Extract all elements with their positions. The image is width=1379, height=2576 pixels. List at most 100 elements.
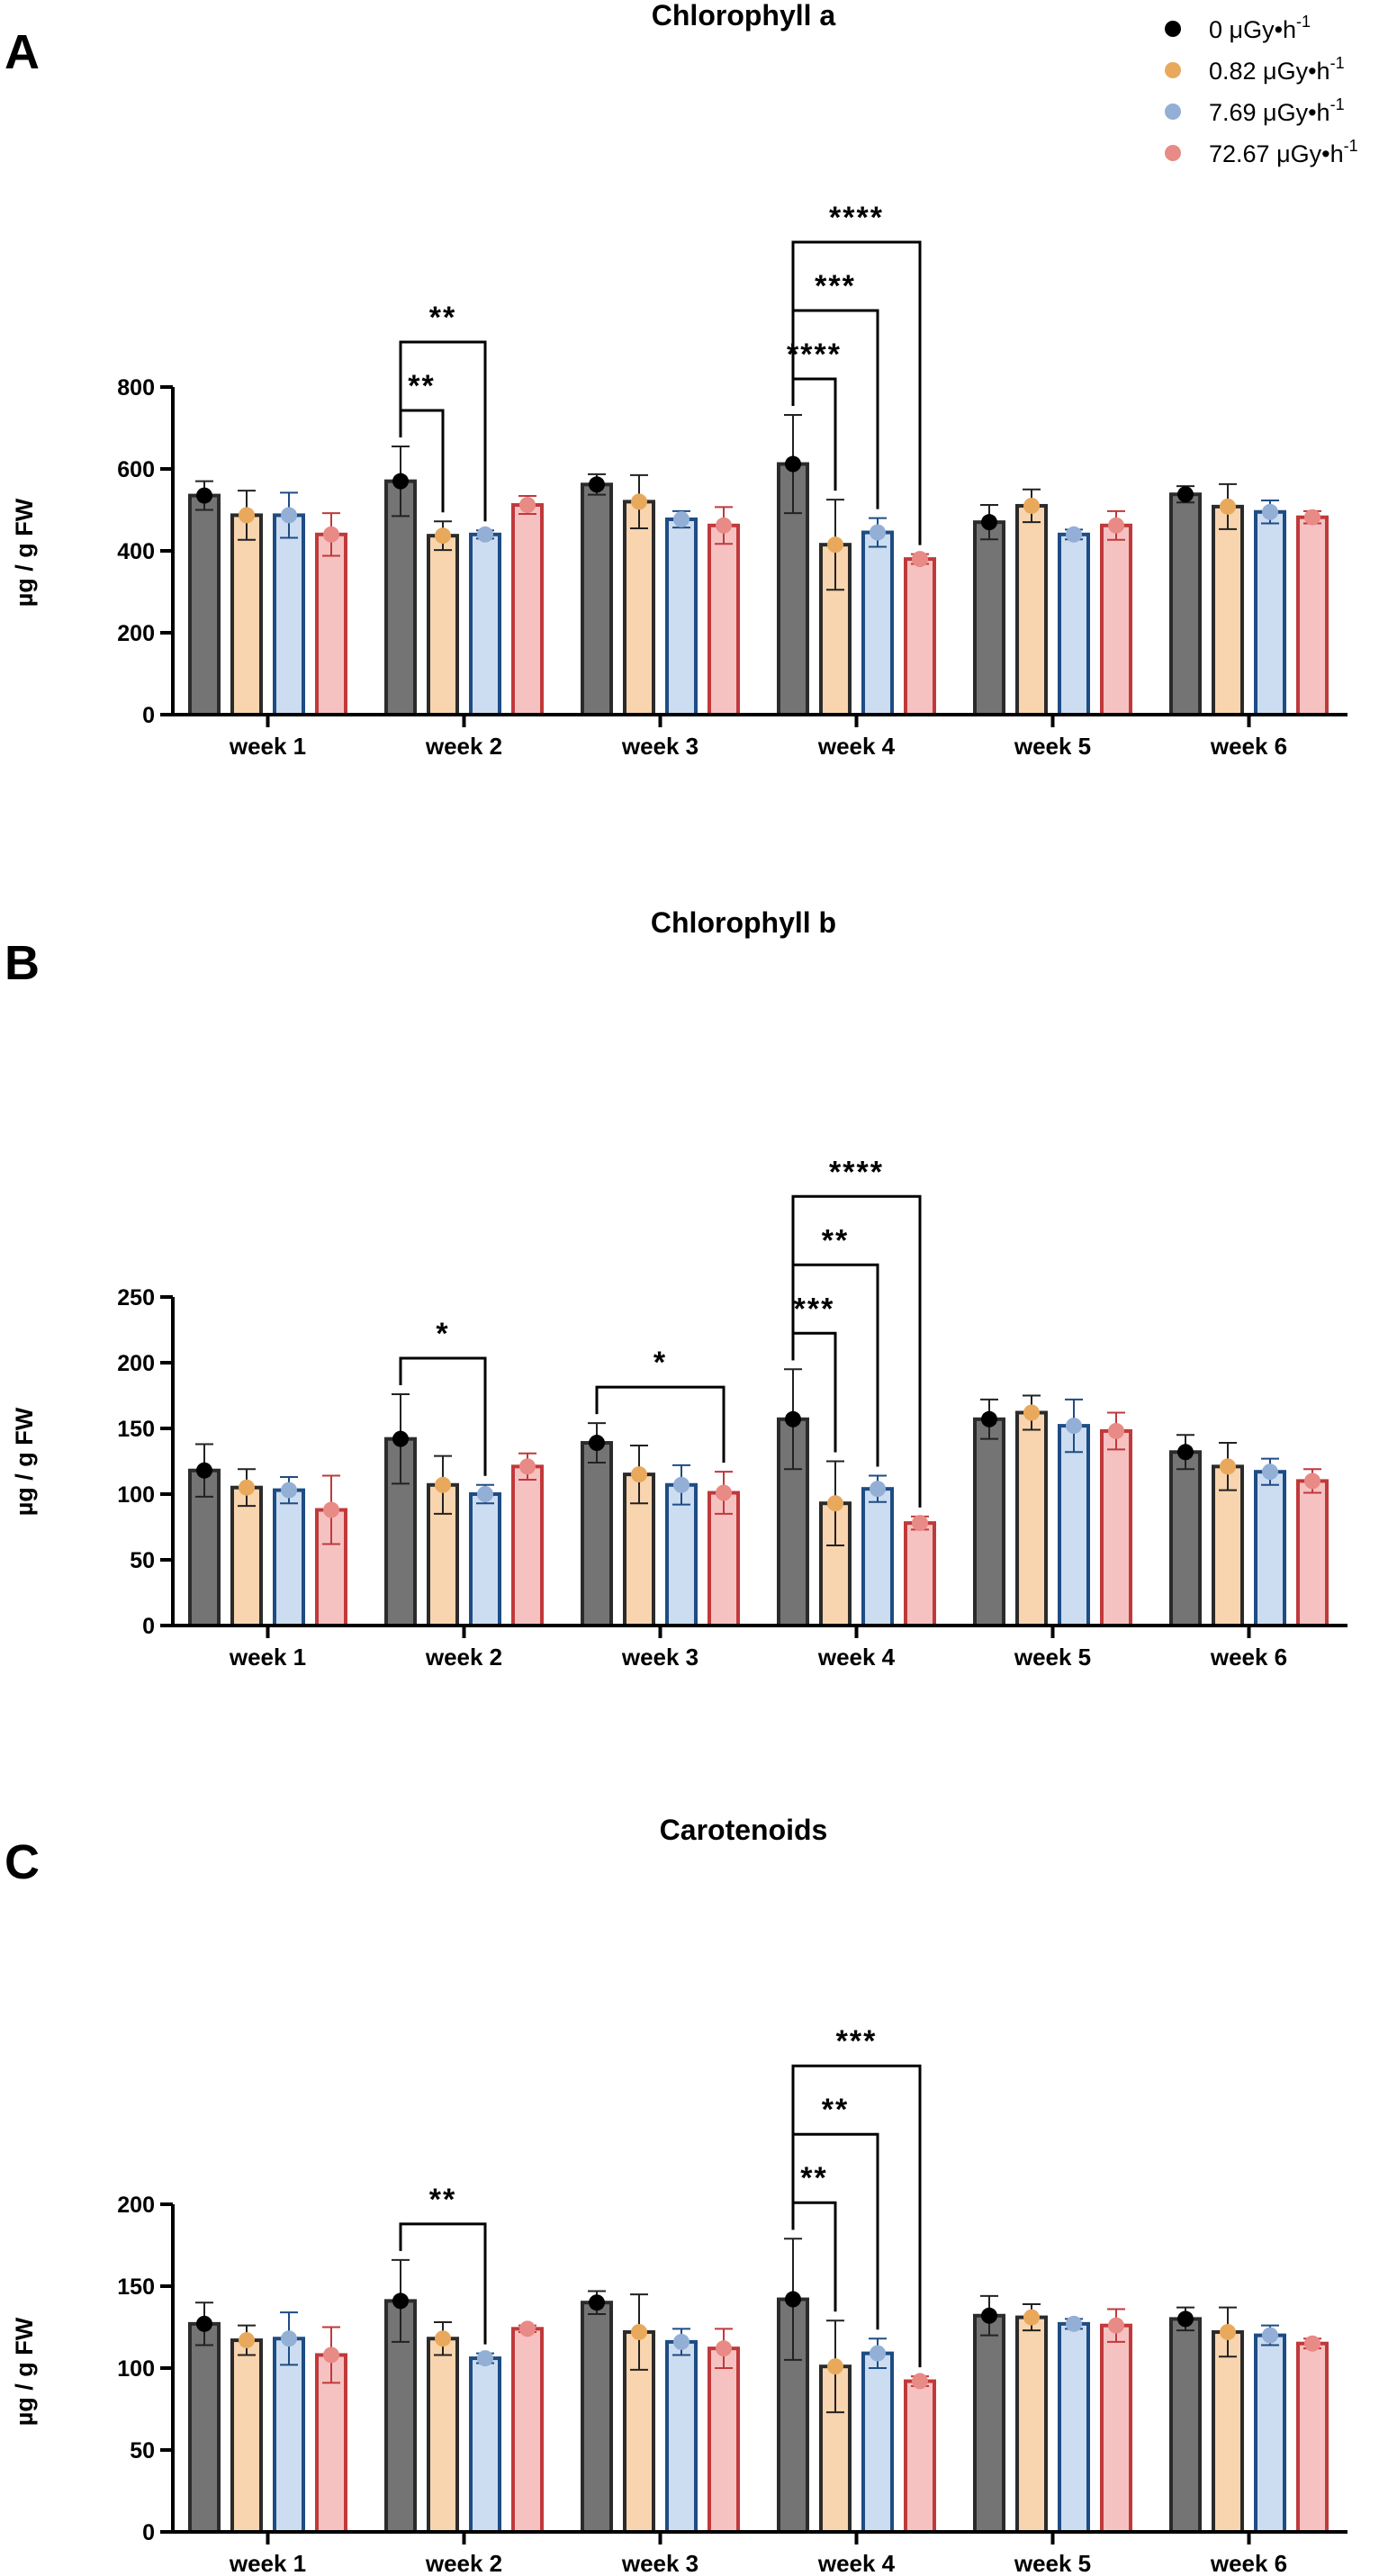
significance-label: *** bbox=[836, 2024, 878, 2058]
data-point bbox=[239, 507, 255, 524]
significance-label: **** bbox=[829, 1155, 884, 1189]
data-point bbox=[239, 1479, 255, 1496]
data-point bbox=[827, 1495, 843, 1512]
bar bbox=[1254, 2333, 1286, 2535]
panel-a: A Chlorophyll a µg / g FW 0 200 400 600 800 w… bbox=[5, 0, 1347, 760]
significance-label: *** bbox=[794, 1292, 835, 1326]
significance-label: ** bbox=[800, 2161, 827, 2195]
bar bbox=[581, 482, 613, 716]
y-tick-label: 0 bbox=[142, 703, 155, 728]
data-point bbox=[589, 2294, 605, 2311]
bar bbox=[581, 1441, 613, 1628]
legend-label: 0 μGy•h bbox=[1209, 16, 1296, 43]
data-point bbox=[519, 1458, 536, 1475]
bar bbox=[1058, 2321, 1090, 2535]
bar bbox=[469, 1492, 501, 1627]
data-point bbox=[323, 1501, 339, 1518]
bar bbox=[230, 513, 263, 716]
data-point bbox=[281, 507, 297, 524]
y-tick-label: 0 bbox=[142, 2520, 155, 2545]
data-point bbox=[1304, 1473, 1320, 1490]
bar bbox=[427, 2337, 459, 2534]
bar bbox=[427, 534, 459, 716]
x-tick-label: week 5 bbox=[1014, 2550, 1091, 2576]
data-point bbox=[239, 2332, 255, 2349]
data-point bbox=[785, 1410, 801, 1428]
bar bbox=[904, 2379, 936, 2535]
significance-label: ** bbox=[408, 369, 435, 403]
panel-b: B Chlorophyll b µg / g FW 0 50 100 150 200 25… bbox=[5, 906, 1347, 1671]
bar bbox=[469, 2356, 501, 2535]
data-point bbox=[716, 2340, 732, 2357]
legend-entry: 72.67 μGy•h-1 bbox=[1165, 137, 1358, 167]
chart-title: Chlorophyll a bbox=[652, 0, 836, 32]
data-point bbox=[1304, 2335, 1320, 2352]
data-point bbox=[477, 1486, 493, 1502]
panel-label: C bbox=[5, 1835, 40, 1889]
bar bbox=[861, 1487, 894, 1628]
y-tick-label: 100 bbox=[117, 1482, 155, 1508]
panel-label: A bbox=[5, 25, 40, 79]
significance-label: ** bbox=[429, 301, 456, 335]
x-tick-label: week 4 bbox=[817, 2550, 896, 2576]
data-point bbox=[323, 2346, 339, 2364]
significance-label: ** bbox=[822, 2093, 849, 2127]
bar bbox=[469, 532, 501, 716]
significance-label: * bbox=[436, 1317, 449, 1351]
significance-label: *** bbox=[815, 269, 856, 303]
significance-bracket bbox=[399, 2222, 487, 2345]
x-tick-label: week 4 bbox=[817, 1644, 896, 1671]
y-tick-label: 200 bbox=[117, 621, 155, 646]
bar bbox=[665, 2339, 698, 2534]
bar bbox=[1100, 2323, 1132, 2534]
bar bbox=[1212, 2329, 1244, 2534]
significance-bracket bbox=[399, 1356, 487, 1476]
y-tick-label: 600 bbox=[117, 457, 155, 482]
bracket-line bbox=[399, 2222, 487, 2345]
bracket-line bbox=[791, 2064, 922, 2368]
bar bbox=[230, 2338, 263, 2535]
data-point bbox=[981, 1410, 997, 1428]
data-point bbox=[912, 1515, 928, 1532]
bar bbox=[1058, 532, 1090, 716]
bracket-line bbox=[595, 1385, 726, 1464]
y-tick-label: 250 bbox=[117, 1285, 155, 1311]
plot-area: 0 200 400 600 800 week 1 week 2 week 3 week 4 wee… bbox=[117, 201, 1347, 760]
data-point bbox=[1066, 526, 1082, 543]
legend-entry: 0 μGy•h-1 bbox=[1165, 13, 1311, 43]
data-point bbox=[716, 517, 732, 534]
bar bbox=[581, 2301, 613, 2534]
panel-label: B bbox=[5, 936, 40, 990]
data-point bbox=[519, 2320, 536, 2337]
bar bbox=[973, 2313, 1005, 2535]
y-tick-label: 200 bbox=[117, 2193, 155, 2218]
y-tick-label: 800 bbox=[117, 375, 155, 401]
x-tick-label: week 3 bbox=[621, 733, 699, 760]
data-point bbox=[673, 2333, 690, 2350]
svg-text:0 μGy•h-1: 0 μGy•h-1 bbox=[1209, 13, 1311, 43]
bracket-line bbox=[791, 240, 922, 545]
data-point bbox=[912, 551, 928, 568]
data-point bbox=[323, 526, 339, 543]
bar bbox=[1169, 1450, 1202, 1628]
data-point bbox=[1177, 486, 1194, 503]
legend-marker bbox=[1165, 62, 1181, 78]
significance-bracket bbox=[399, 340, 487, 522]
legend-label: 7.69 μGy•h bbox=[1209, 99, 1330, 126]
x-tick-label: week 1 bbox=[229, 733, 306, 760]
data-point bbox=[392, 473, 409, 490]
x-tick-label: week 1 bbox=[229, 2550, 306, 2576]
bar bbox=[1296, 2341, 1329, 2534]
bar bbox=[1254, 509, 1286, 717]
bar bbox=[315, 532, 347, 716]
chart-title: Carotenoids bbox=[660, 1814, 828, 1846]
bar bbox=[230, 1485, 263, 1627]
x-tick-label: week 6 bbox=[1210, 2550, 1287, 2576]
data-point bbox=[1177, 2310, 1194, 2328]
data-point bbox=[785, 455, 801, 473]
x-tick-label: week 3 bbox=[621, 2550, 699, 2576]
data-point bbox=[196, 2315, 212, 2332]
significance-bracket bbox=[791, 2064, 922, 2368]
bar bbox=[1169, 492, 1202, 717]
significance-bracket bbox=[791, 240, 922, 545]
